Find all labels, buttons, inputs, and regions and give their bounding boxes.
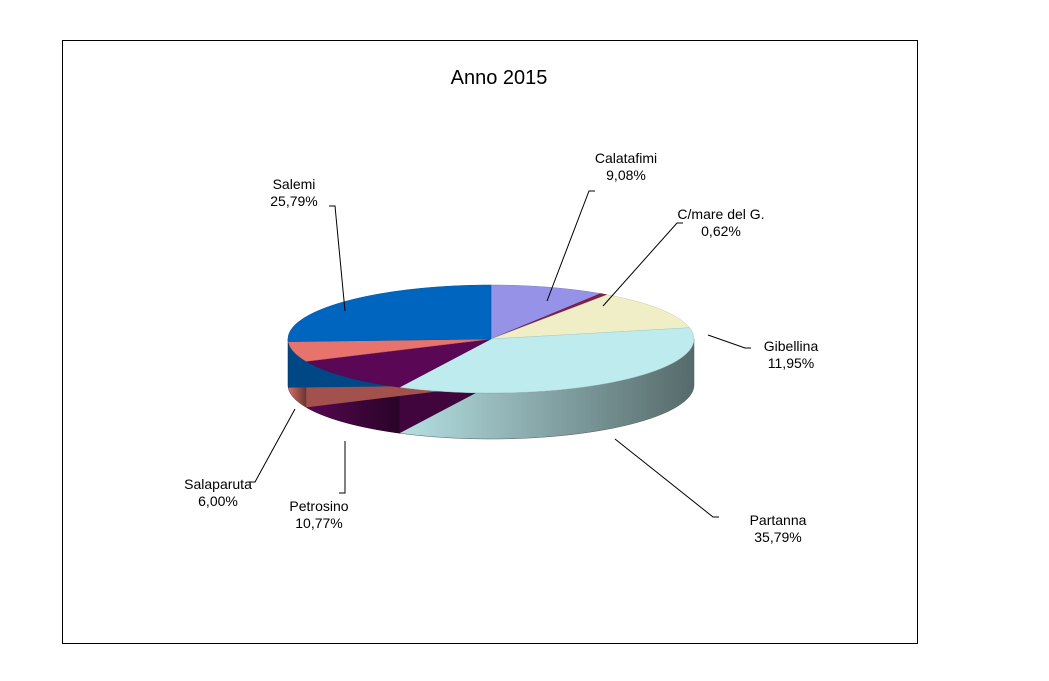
leader-line-salemi	[329, 205, 346, 312]
label-percent-salemi: 25,79%	[270, 193, 317, 209]
leader-line-salaparuta	[249, 408, 296, 483]
label-name-partanna: Partanna	[750, 512, 807, 528]
label-percent-partanna: 35,79%	[754, 529, 801, 545]
leader-line-petrosino	[339, 441, 346, 494]
pie-slice-petrosino	[305, 338, 492, 388]
pie-slice-gibellina	[490, 294, 691, 340]
label-name-calatafimi: Calatafimi	[595, 150, 657, 166]
leader-line-gibellina	[707, 334, 751, 349]
label-name-c-mare-del-g: C/mare del G.	[677, 206, 764, 222]
chart-area: Anno 2015 Calatafimi 9,08% C/mare del G. 0,…	[62, 40, 918, 644]
label-percent-c-mare-del-g: 0,62%	[701, 223, 741, 239]
label-name-salaparuta: Salaparuta	[184, 476, 252, 492]
chart-title: Anno 2015	[451, 67, 548, 89]
label-name-petrosino: Petrosino	[289, 498, 348, 514]
pie-slice-partanna	[398, 327, 695, 394]
leader-line-partanna	[614, 438, 719, 518]
pie-tops	[287, 284, 695, 394]
label-name-gibellina: Gibellina	[764, 338, 819, 354]
label-percent-calatafimi: 9,08%	[606, 167, 646, 183]
pie-slice-calatafimi	[490, 284, 602, 340]
label-percent-gibellina: 11,95%	[768, 355, 814, 371]
label-percent-petrosino: 10,77%	[295, 515, 342, 531]
leader-line-c-mare-del-g	[602, 222, 683, 307]
leader-line-calatafimi	[546, 190, 595, 302]
pie-slice-salemi	[287, 284, 492, 342]
pie-slice-salaparuta	[287, 338, 492, 362]
label-name-salemi: Salemi	[273, 176, 316, 192]
label-percent-salaparuta: 6,00%	[198, 493, 238, 509]
